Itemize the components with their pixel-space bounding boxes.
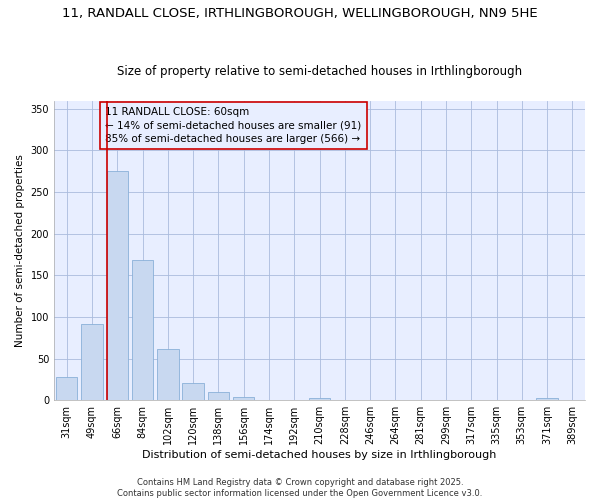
Bar <box>81 324 103 400</box>
Text: 11 RANDALL CLOSE: 60sqm
← 14% of semi-detached houses are smaller (91)
85% of se: 11 RANDALL CLOSE: 60sqm ← 14% of semi-de… <box>105 107 361 144</box>
Text: 11, RANDALL CLOSE, IRTHLINGBOROUGH, WELLINGBOROUGH, NN9 5HE: 11, RANDALL CLOSE, IRTHLINGBOROUGH, WELL… <box>62 8 538 20</box>
X-axis label: Distribution of semi-detached houses by size in Irthlingborough: Distribution of semi-detached houses by … <box>142 450 497 460</box>
Bar <box>56 377 77 400</box>
Title: Size of property relative to semi-detached houses in Irthlingborough: Size of property relative to semi-detach… <box>117 66 522 78</box>
Bar <box>536 398 558 400</box>
Y-axis label: Number of semi-detached properties: Number of semi-detached properties <box>15 154 25 347</box>
Text: Contains HM Land Registry data © Crown copyright and database right 2025.
Contai: Contains HM Land Registry data © Crown c… <box>118 478 482 498</box>
Bar <box>233 397 254 400</box>
Bar <box>182 382 204 400</box>
Bar <box>107 172 128 400</box>
Bar <box>132 260 153 400</box>
Bar <box>208 392 229 400</box>
Bar <box>309 398 330 400</box>
Bar <box>157 348 179 400</box>
